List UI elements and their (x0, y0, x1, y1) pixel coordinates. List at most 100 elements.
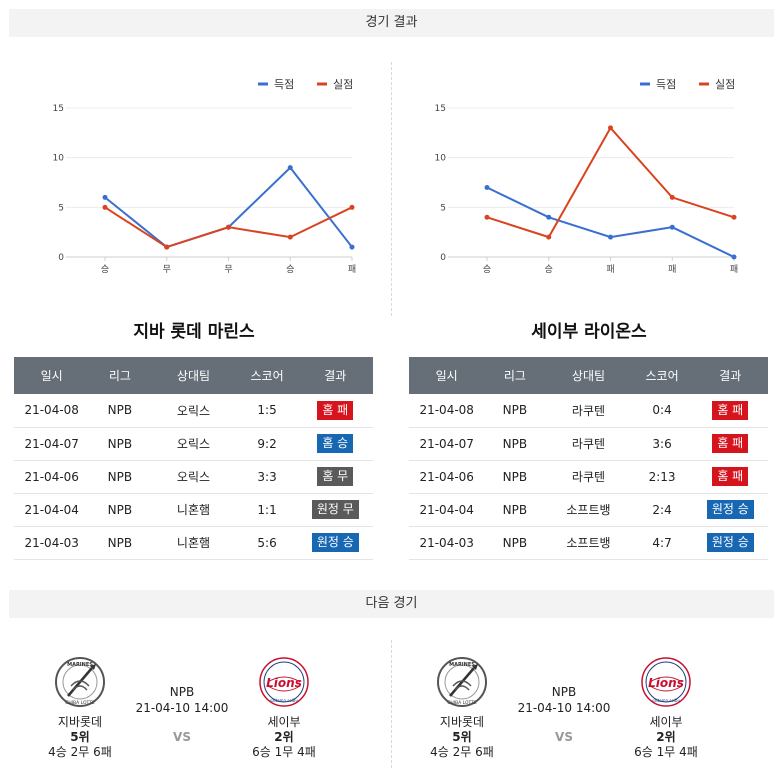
x-tick-label: 승 (483, 264, 491, 275)
data-point (669, 224, 675, 230)
table-row: 21-04-07 NPB 오릭스 9:2 홈 승 (14, 427, 373, 461)
data-point (349, 244, 355, 250)
match-league: NPB (169, 685, 195, 699)
result-badge: 원정 무 (311, 500, 359, 519)
legend-label: 실점 (715, 78, 735, 91)
result-cell: 홈 승 (297, 427, 373, 461)
column-divider (391, 62, 392, 316)
home-team-name: 지바롯데 (57, 715, 103, 729)
league-cell: NPB (484, 427, 546, 461)
y-tick-label: 5 (440, 203, 446, 213)
x-tick-label: 승 (286, 264, 294, 275)
data-point (608, 234, 613, 240)
data-point (287, 165, 293, 171)
opponent-cell: 오릭스 (150, 427, 237, 461)
left-team-title: 지바 롯데 마린스 (133, 322, 255, 342)
opponent-cell: 라쿠텐 (545, 427, 632, 461)
result-cell: 홈 무 (297, 460, 373, 494)
y-tick-label: 5 (58, 203, 64, 213)
svg-text:Lions: Lions (266, 676, 302, 690)
match-datetime: 21-04-10 14:00 (517, 701, 611, 715)
vs-label: VS (173, 730, 191, 744)
svg-text:saitama seibu: saitama seibu (270, 698, 298, 703)
away-team: Lions saitama seibu 세이부 2위 6승 1무 4패 (616, 656, 716, 760)
data-point (226, 224, 231, 230)
result-badge: 홈 패 (712, 434, 749, 453)
data-point (349, 204, 355, 210)
svg-text:Lions: Lions (648, 676, 684, 690)
result-badge: 홈 패 (317, 400, 354, 420)
opponent-cell: 오릭스 (150, 460, 237, 494)
table-row: 21-04-08 NPB 오릭스 1:5 홈 패 (14, 394, 373, 428)
date-cell: 21-04-08 (14, 394, 90, 428)
x-tick-label: 무 (163, 264, 171, 275)
x-tick-label: 승 (101, 264, 109, 275)
table-header-row: 일시 리그 상대팀 스코어 결과 (14, 357, 373, 394)
date-cell: 21-04-04 (409, 493, 485, 527)
table-header-row: 일시 리그 상대팀 스코어 결과 (409, 357, 768, 394)
column-header: 일시 (409, 357, 485, 394)
date-cell: 21-04-04 (14, 493, 90, 527)
column-header: 스코어 (236, 357, 298, 394)
date-cell: 21-04-06 (409, 460, 485, 494)
results-section-header: 경기 결과 (9, 9, 774, 37)
opponent-cell: 소프트뱅 (545, 526, 632, 560)
league-cell: NPB (89, 427, 151, 461)
y-tick-label: 0 (58, 253, 64, 263)
score-cell: 0:4 (631, 394, 693, 428)
home-team: MARINES CHIBA LOTTE 지바롯데 5위 4승 2무 6패 (412, 656, 512, 760)
next-game-section-header: 다음 경기 (9, 590, 774, 618)
score-cell: 5:6 (236, 526, 298, 560)
legend-label: 득점 (656, 78, 676, 91)
result-badge: 홈 승 (317, 434, 354, 453)
table-row: 21-04-08 NPB 라쿠텐 0:4 홈 패 (409, 394, 768, 428)
score-cell: 3:3 (236, 460, 298, 494)
y-tick-label: 10 (435, 154, 447, 164)
svg-text:saitama seibu: saitama seibu (652, 698, 680, 703)
score-cell: 3:6 (631, 427, 693, 461)
opponent-cell: 소프트뱅 (545, 493, 632, 527)
score-cell: 1:5 (236, 394, 298, 428)
column-header: 리그 (484, 357, 546, 394)
result-cell: 원정 승 (692, 493, 768, 527)
marines-logo: MARINES CHIBA LOTTE (437, 657, 487, 707)
lions-logo: Lions saitama seibu (259, 657, 309, 707)
away-team-name: 세이부 (267, 715, 301, 729)
column-header: 상대팀 (545, 357, 632, 394)
away-team: Lions saitama seibu 세이부 2위 6승 1무 4패 (234, 656, 334, 760)
y-tick-label: 0 (440, 253, 446, 263)
data-point (546, 234, 552, 240)
column-header: 리그 (89, 357, 151, 394)
away-team-rank: 2위 (656, 730, 676, 744)
left-team-results-table: 일시 리그 상대팀 스코어 결과 21-04-08 NPB 오릭스 1:5 홈 패 21-04-0… (14, 357, 373, 560)
svg-text:CHIBA LOTTE: CHIBA LOTTE (447, 700, 477, 706)
result-cell: 원정 승 (692, 526, 768, 560)
league-cell: NPB (484, 460, 546, 494)
svg-text:MARINES: MARINES (449, 662, 475, 668)
opponent-cell: 라쿠텐 (545, 460, 632, 494)
score-cell: 9:2 (236, 427, 298, 461)
result-badge: 원정 승 (706, 500, 754, 519)
opponent-cell: 라쿠텐 (545, 394, 632, 428)
svg-text:CHIBA LOTTE: CHIBA LOTTE (65, 700, 95, 706)
away-team-rank: 2위 (274, 730, 294, 744)
match-league: NPB (551, 685, 577, 699)
left-team-results-chart: 득점 실점 0 5 10 15 승 무 무 승 패 (53, 78, 357, 275)
svg-text:MARINES: MARINES (67, 662, 93, 668)
marines-logo: MARINES CHIBA LOTTE (55, 657, 105, 707)
column-header: 상대팀 (150, 357, 237, 394)
data-point (484, 184, 490, 190)
home-team-record: 4승 2무 6패 (48, 745, 112, 759)
match-info: NPB 21-04-10 14:00 VS (130, 684, 234, 744)
result-cell: 홈 패 (692, 460, 768, 494)
table-row: 21-04-04 NPB 소프트뱅 2:4 원정 승 (409, 493, 768, 527)
right-team-results-chart: 득점 실점 0 5 10 15 승 승 패 패 패 (435, 78, 739, 275)
legend-label: 실점 (333, 78, 353, 91)
result-badge: 홈 패 (712, 400, 749, 420)
x-tick-label: 패 (668, 264, 676, 275)
legend-label: 득점 (274, 78, 294, 91)
data-point (669, 194, 675, 200)
result-badge: 홈 패 (712, 467, 749, 486)
score-cell: 2:4 (631, 493, 693, 527)
series-line (486, 126, 735, 239)
